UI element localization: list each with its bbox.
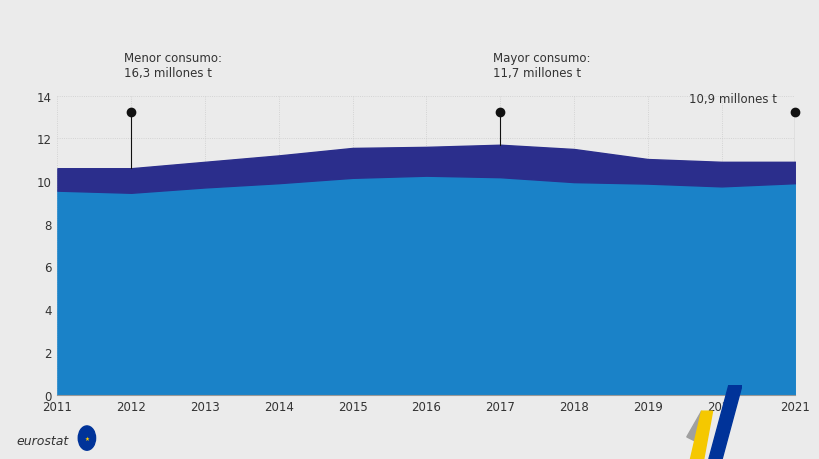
Text: Menor consumo:
16,3 millones t: Menor consumo: 16,3 millones t	[124, 51, 222, 79]
Polygon shape	[690, 411, 712, 459]
Polygon shape	[708, 386, 741, 459]
Text: ★: ★	[84, 436, 89, 441]
Text: 10,9 millones t: 10,9 millones t	[688, 93, 776, 106]
Polygon shape	[686, 411, 706, 441]
Text: Mayor consumo:
11,7 millones t: Mayor consumo: 11,7 millones t	[492, 51, 590, 79]
Text: eurostat: eurostat	[16, 435, 69, 448]
Circle shape	[78, 426, 96, 450]
